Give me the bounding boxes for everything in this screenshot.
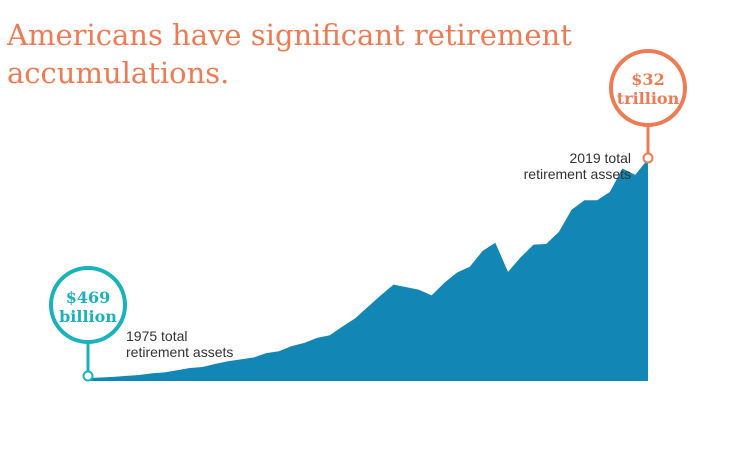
area-series <box>88 159 648 381</box>
end-callout: $32 trillion 2019 total retirement asset… <box>524 49 687 182</box>
end-callout-circle <box>609 49 687 127</box>
start-label-line1: 1975 total <box>126 328 188 344</box>
end-value-line1: $32 <box>631 70 664 89</box>
start-point-marker <box>82 370 94 382</box>
chart-title: Americans have significant retirement ac… <box>7 18 572 90</box>
start-callout: $469 billion 1975 total retirement asset… <box>49 266 233 382</box>
start-value-line2: billion <box>59 307 117 326</box>
start-callout-circle <box>49 266 127 344</box>
start-value-line1: $469 <box>66 288 111 307</box>
end-value-line2: trillion <box>617 89 680 108</box>
end-label-line1: 2019 total <box>570 150 632 166</box>
end-label-line2: retirement assets <box>524 166 631 182</box>
end-point-marker <box>642 152 654 164</box>
start-label-line2: retirement assets <box>126 344 233 360</box>
